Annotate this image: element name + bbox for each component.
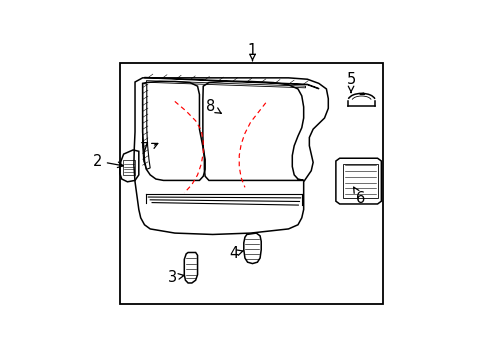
- Text: 2: 2: [92, 153, 123, 168]
- Text: 6: 6: [353, 187, 365, 206]
- Bar: [120, 63, 383, 304]
- Text: 1: 1: [247, 42, 257, 60]
- Text: 4: 4: [228, 246, 243, 261]
- Text: 3: 3: [168, 270, 183, 285]
- Text: 5: 5: [346, 72, 355, 93]
- Text: 7: 7: [140, 143, 158, 157]
- Bar: [122, 159, 135, 175]
- Bar: [343, 164, 377, 198]
- Text: 8: 8: [206, 99, 221, 114]
